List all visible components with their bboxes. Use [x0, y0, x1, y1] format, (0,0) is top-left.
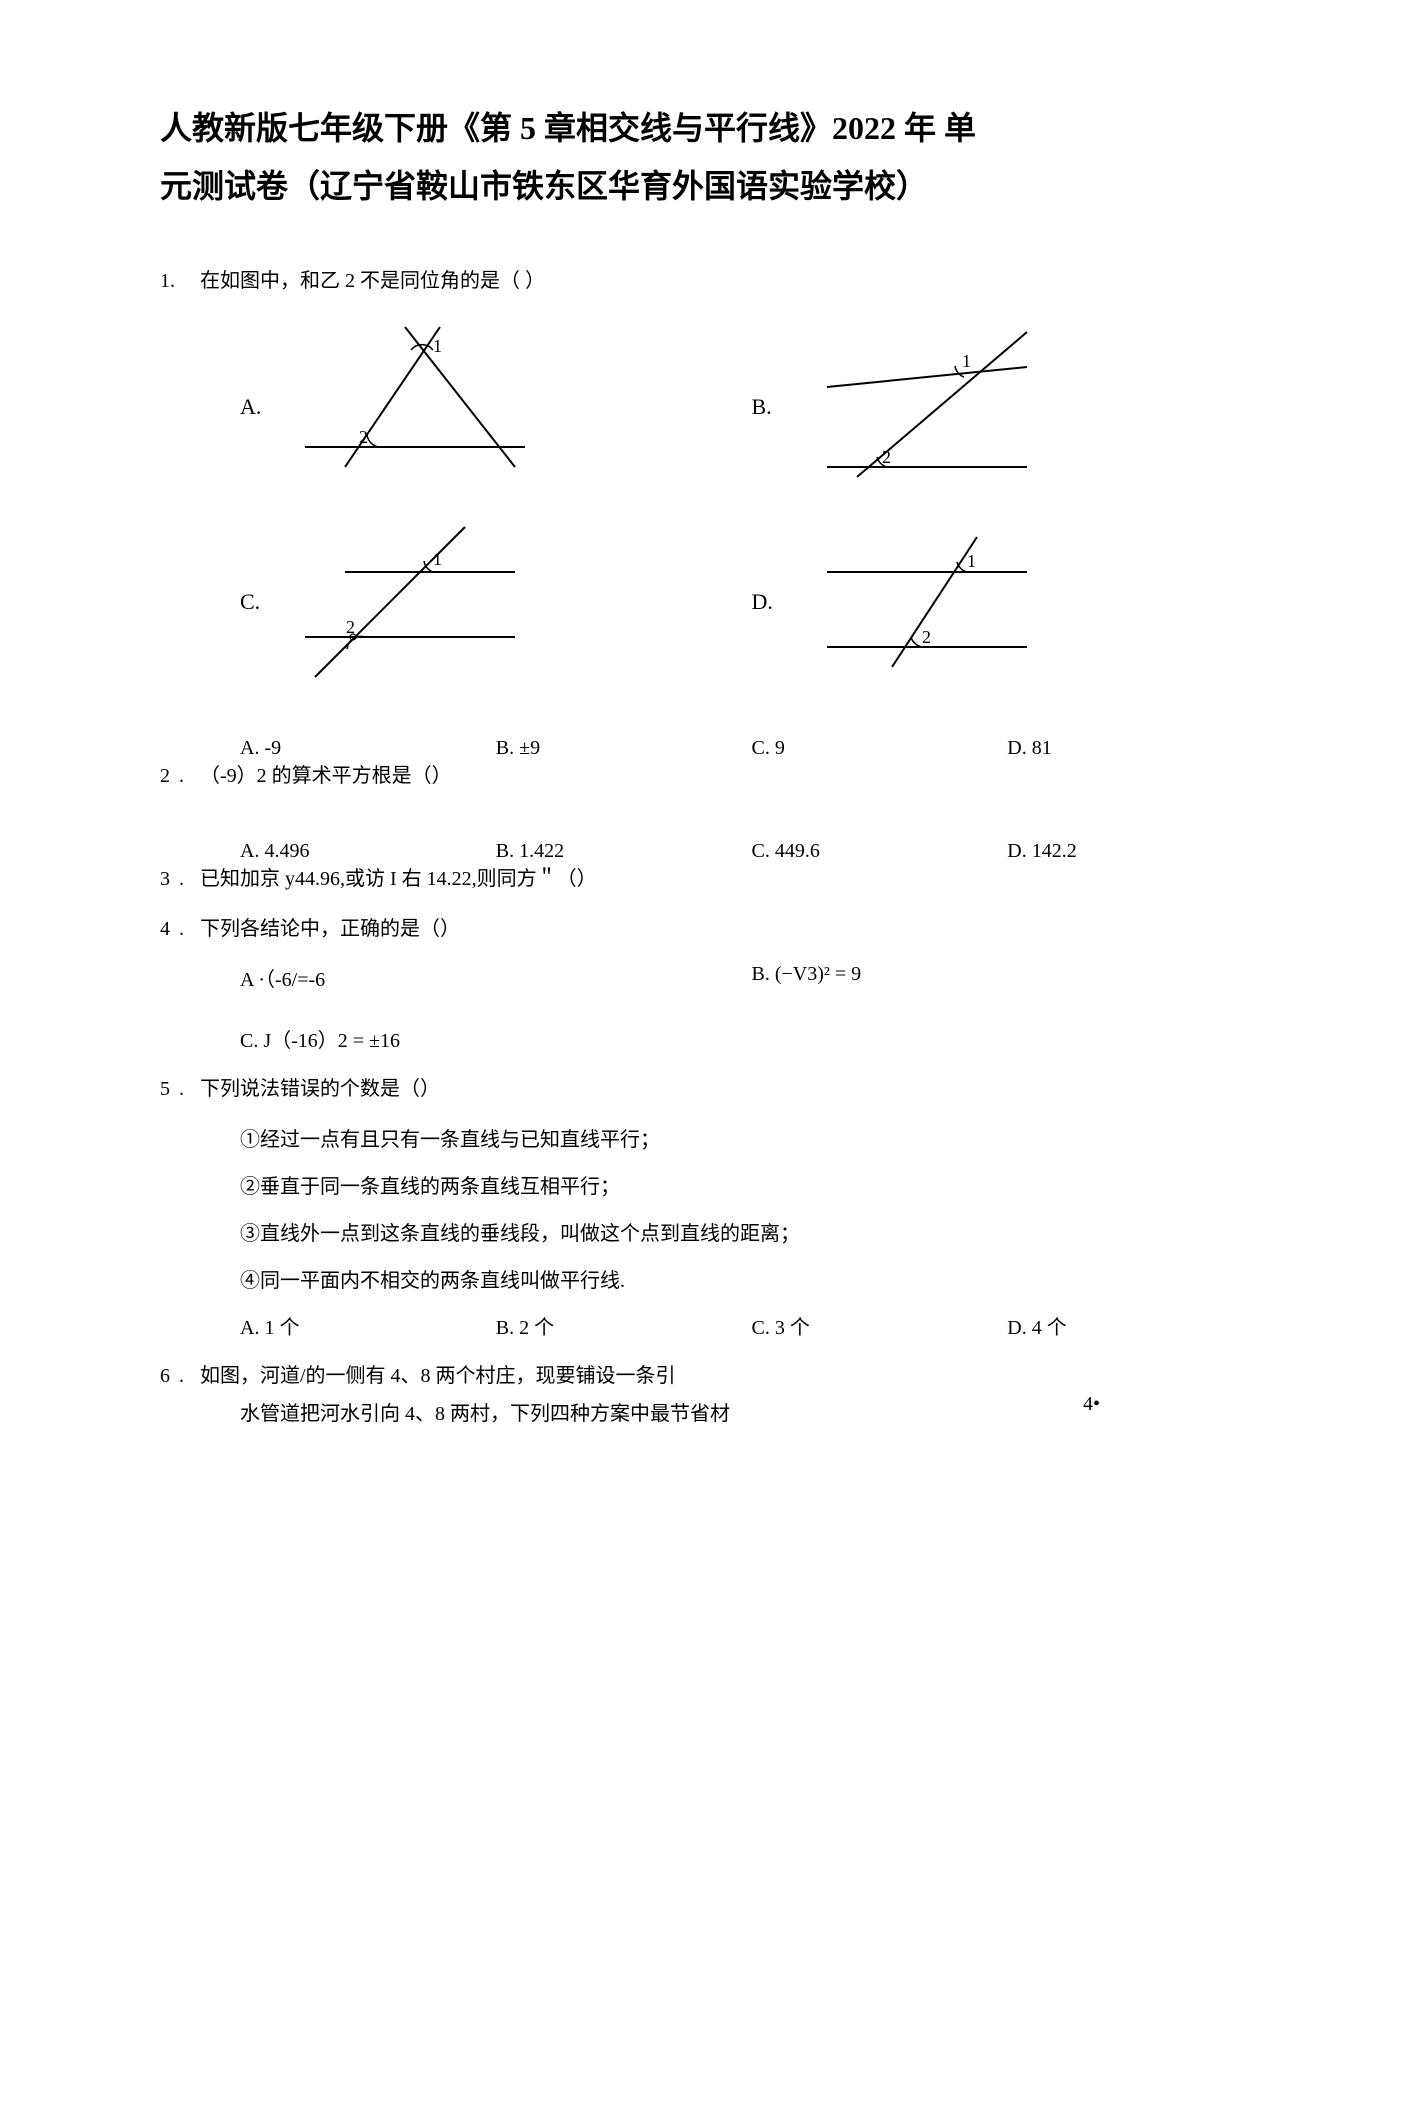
svg-text:2: 2	[359, 427, 368, 447]
q1-diagram-d: 1 2	[797, 517, 1057, 687]
question-3: 3 . 已知加京 y44.96,或访 I 右 14.22,则同方＂（）	[160, 863, 1263, 895]
q1-option-d: D. 1 2	[752, 517, 1264, 687]
q3-opt-c: C. 449.6	[752, 840, 1008, 863]
q6-side-label: 4•	[1083, 1360, 1263, 1420]
svg-text:2: 2	[882, 447, 891, 467]
svg-text:1: 1	[967, 551, 976, 571]
q5-opt-d: D. 4 个	[1007, 1311, 1263, 1340]
q3-text: 已知加京 y44.96,或访 I 右 14.22,则同方＂（）	[200, 863, 1263, 895]
svg-text:2: 2	[922, 627, 931, 647]
q2-opt-a: A. -9	[240, 737, 496, 760]
question-5: 5 . 下列说法错误的个数是（）	[160, 1073, 1263, 1105]
q2-text: （-9）2 的算术平方根是（）	[200, 760, 1263, 792]
q5-statement-4: ④同一平面内不相交的两条直线叫做平行线.	[160, 1264, 1263, 1293]
svg-text:1: 1	[433, 549, 442, 569]
q2-number: 2 .	[160, 760, 200, 792]
svg-text:1: 1	[962, 351, 971, 371]
q1-diagram-row-2: C. 1 2 D. 1 2	[160, 517, 1263, 687]
q4-opt-b: B. (−V3)² = 9	[752, 963, 1264, 992]
q1-label-b: B.	[752, 394, 782, 420]
q1-diagram-b: 1 2	[797, 317, 1057, 497]
svg-text:1: 1	[433, 336, 442, 356]
page: 人教新版七年级下册《第 5 章相交线与平行线》2022 年 单 元测试卷（辽宁省…	[0, 0, 1413, 1528]
title-line-2: 元测试卷（辽宁省鞍山市铁东区华育外国语实验学校）	[160, 158, 1263, 216]
q4-opt-c: C. J（-16）2 = ±16	[240, 1024, 752, 1053]
q4-opt-a: A ·（-6/=-6	[240, 963, 752, 992]
q5-opt-b: B. 2 个	[496, 1311, 752, 1340]
q1-diagram-a: 1 2	[285, 317, 545, 497]
q4-options-c: C. J（-16）2 = ±16	[160, 1024, 1263, 1053]
q3-opt-b: B. 1.422	[496, 840, 752, 863]
q1-diagram-c: 1 2	[285, 517, 545, 687]
question-2: 2 . （-9）2 的算术平方根是（）	[160, 760, 1263, 792]
q2-opt-c: C. 9	[752, 737, 1008, 760]
document-title: 人教新版七年级下册《第 5 章相交线与平行线》2022 年 单 元测试卷（辽宁省…	[160, 100, 1263, 215]
q3-number: 3 .	[160, 863, 200, 895]
question-6: 6 . 如图，河道/的一侧有 4、8 两个村庄，现要铺设一条引 水管道把河水引向…	[160, 1360, 1263, 1430]
q6-line1: 如图，河道/的一侧有 4、8 两个村庄，现要铺设一条引	[200, 1360, 1083, 1392]
q4-number: 4 .	[160, 913, 200, 945]
q4-text: 下列各结论中，正确的是（）	[200, 913, 1263, 945]
q3-options: A. 4.496 B. 1.422 C. 449.6 D. 142.2	[160, 840, 1263, 863]
q5-opt-a: A. 1 个	[240, 1311, 496, 1340]
q6-line2: 水管道把河水引向 4、8 两村，下列四种方案中最节省材	[160, 1398, 1083, 1430]
q5-opt-c: C. 3 个	[752, 1311, 1008, 1340]
q5-statement-2: ②垂直于同一条直线的两条直线互相平行；	[160, 1170, 1263, 1199]
q3-opt-d: D. 142.2	[1007, 840, 1263, 863]
q4-options-ab: A ·（-6/=-6 B. (−V3)² = 9	[160, 963, 1263, 992]
q1-option-c: C. 1 2	[240, 517, 752, 687]
q3-opt-a: A. 4.496	[240, 840, 496, 863]
q1-label-d: D.	[752, 589, 782, 615]
q5-statement-3: ③直线外一点到这条直线的垂线段，叫做这个点到直线的距离；	[160, 1217, 1263, 1246]
q1-label-c: C.	[240, 589, 270, 615]
q1-diagram-row-1: A. 1 2 B. 1 2	[160, 317, 1263, 497]
q5-statement-1: ①经过一点有且只有一条直线与已知直线平行；	[160, 1123, 1263, 1152]
q1-number: 1.	[160, 265, 200, 297]
q2-options: A. -9 B. ±9 C. 9 D. 81	[160, 737, 1263, 760]
q1-option-a: A. 1 2	[240, 317, 752, 497]
q1-text: 在如图中，和乙 2 不是同位角的是（ ）	[200, 265, 1263, 297]
q2-opt-b: B. ±9	[496, 737, 752, 760]
q1-label-a: A.	[240, 394, 270, 420]
q5-text: 下列说法错误的个数是（）	[200, 1073, 1263, 1105]
q5-options: A. 1 个 B. 2 个 C. 3 个 D. 4 个	[160, 1311, 1263, 1340]
q5-number: 5 .	[160, 1073, 200, 1105]
title-line-1: 人教新版七年级下册《第 5 章相交线与平行线》2022 年 单	[160, 100, 1263, 158]
q6-number: 6 .	[160, 1360, 200, 1392]
question-4: 4 . 下列各结论中，正确的是（）	[160, 913, 1263, 945]
question-1: 1. 在如图中，和乙 2 不是同位角的是（ ）	[160, 265, 1263, 297]
q1-option-b: B. 1 2	[752, 317, 1264, 497]
q2-opt-d: D. 81	[1007, 737, 1263, 760]
